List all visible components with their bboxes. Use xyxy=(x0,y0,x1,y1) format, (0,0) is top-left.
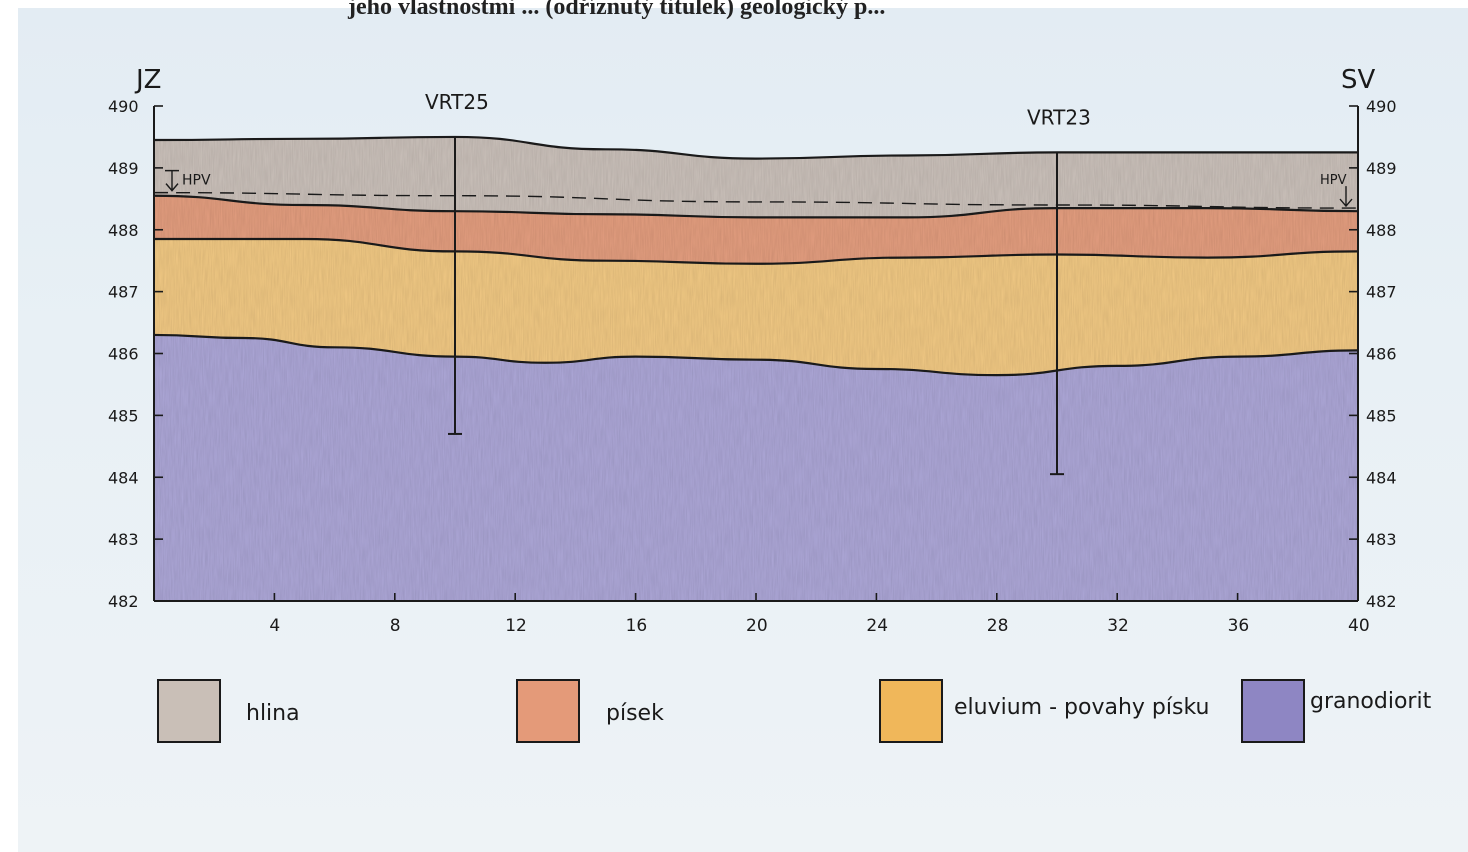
legend-swatch-granodiorit xyxy=(1241,679,1305,743)
y-tick-label-left: 483 xyxy=(108,530,139,549)
boreholes: VRT25 VRT23 xyxy=(425,90,1091,476)
cropped-header-text: jeho vlastnostmi ... (odříznutý titulek)… xyxy=(348,0,886,20)
hpv-label-left: HPV xyxy=(182,173,211,189)
legend-label-eluvium: eluvium - povahy písku xyxy=(954,695,1209,720)
y-tick-label-left: 488 xyxy=(108,221,139,240)
y-tick-label-right: 486 xyxy=(1366,345,1397,364)
hpv-water-level: HPV HPV xyxy=(153,169,1359,209)
legend-label-pisek: písek xyxy=(606,701,664,726)
legend-swatch-pisek xyxy=(516,679,580,743)
direction-left: JZ xyxy=(134,65,161,95)
borehole-label-vrt25: VRT25 xyxy=(425,90,489,114)
legend-label-granodiorit: granodiorit xyxy=(1310,689,1432,714)
x-tick-label: 36 xyxy=(1228,616,1250,636)
hpv-arrow-right-icon xyxy=(1339,186,1353,208)
y-tick-label-left: 489 xyxy=(108,159,139,178)
x-tick-label: 20 xyxy=(746,616,768,636)
y-tick-label-left: 482 xyxy=(108,592,139,611)
hpv-label-right: HPV xyxy=(1320,173,1347,188)
legend-label-hlina: hlina xyxy=(246,701,300,726)
legend: hlina písek eluvium - povahy písku grano… xyxy=(157,679,1432,743)
y-tick-label-left: 490 xyxy=(108,97,139,116)
borehole-label-vrt23: VRT23 xyxy=(1027,105,1091,129)
boundary-line-2 xyxy=(153,237,1359,265)
hpv-dashed-line xyxy=(153,191,1359,209)
x-tick-label: 4 xyxy=(269,616,280,636)
x-tick-label: 28 xyxy=(987,616,1009,636)
y-tick-label-right: 488 xyxy=(1366,221,1397,240)
y-tick-label-right: 487 xyxy=(1366,283,1397,302)
y-tick-label-left: 487 xyxy=(108,283,139,302)
y-tick-label-right: 483 xyxy=(1366,530,1397,549)
x-tick-label: 16 xyxy=(626,616,648,636)
x-tick-label: 32 xyxy=(1107,616,1129,636)
x-tick-label: 40 xyxy=(1348,616,1370,636)
y-tick-label-right: 484 xyxy=(1366,468,1397,487)
boundary-line-3 xyxy=(153,333,1359,377)
layer-granodiorit xyxy=(154,334,1358,601)
axes: 490 489 488 487 486 485 484 483 482 490 489 488 487 4… xyxy=(108,97,1397,636)
y-tick-label-right: 490 xyxy=(1366,97,1397,116)
layer-boundaries xyxy=(153,135,1359,377)
hpv-arrow-left-icon xyxy=(165,169,179,192)
x-tick-label: 24 xyxy=(866,616,888,636)
x-tick-label: 8 xyxy=(390,616,401,636)
boundary-line-1 xyxy=(153,194,1359,219)
legend-swatch-eluvium xyxy=(879,679,943,743)
y-tick-label-left: 486 xyxy=(108,345,139,364)
legend-swatch-hlina xyxy=(157,679,221,743)
y-tick-label-right: 485 xyxy=(1366,406,1397,425)
scanned-paper: jeho vlastnostmi ... (odříznutý titulek)… xyxy=(18,0,1468,852)
y-tick-label-left: 485 xyxy=(108,406,139,425)
y-tick-label-right: 489 xyxy=(1366,159,1397,178)
y-tick-label-right: 482 xyxy=(1366,592,1397,611)
direction-right: SV xyxy=(1341,65,1376,95)
terrain-surface-line xyxy=(153,135,1358,160)
x-tick-label: 12 xyxy=(505,616,527,636)
y-tick-label-left: 484 xyxy=(108,468,139,487)
